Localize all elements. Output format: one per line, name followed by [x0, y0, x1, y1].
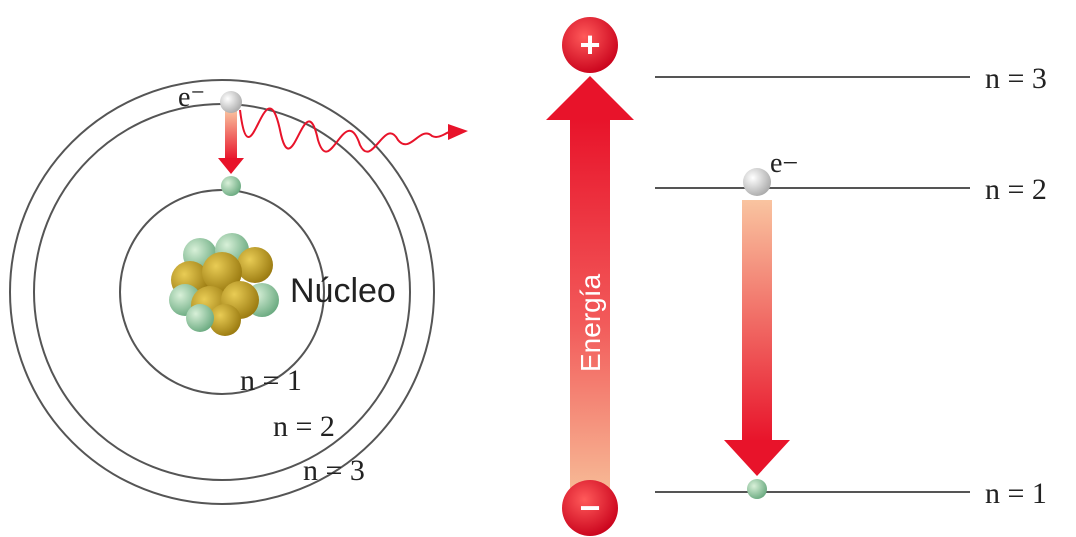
level-label: n = 1: [985, 477, 1047, 510]
nucleus-label: Núcleo: [290, 272, 396, 310]
orbit-label: n = 3: [303, 454, 365, 487]
orbit-label: n = 1: [240, 364, 302, 397]
electron-final: [221, 176, 241, 196]
photon-wave: [240, 108, 452, 151]
electron: [743, 168, 771, 196]
electron-final: [747, 479, 767, 499]
electron-label: e−: [770, 148, 798, 179]
page: {"atom": {"electron_label": "e⁻", "nucle…: [0, 0, 1076, 537]
energy-levels: [655, 77, 970, 492]
transition-arrow: [225, 110, 237, 160]
photon-arrowhead: [448, 124, 468, 140]
level-label: n = 2: [985, 173, 1047, 206]
diagram: e⁻ Núcleo n = 1 n = 2 n = 3 Energía + − …: [0, 0, 1076, 537]
minus-sign: −: [579, 487, 600, 528]
transition-arrowhead: [218, 158, 244, 174]
orbit-label: n = 2: [273, 410, 335, 443]
energy-arrowhead: [546, 76, 634, 120]
electron-label: e⁻: [178, 82, 205, 113]
plus-sign: +: [579, 24, 600, 65]
emission-arrow: [742, 200, 772, 442]
electron: [220, 91, 242, 113]
nucleus: [169, 233, 279, 336]
level-label: n = 3: [985, 62, 1047, 95]
energy-label: Energía: [575, 274, 606, 372]
emission-arrowhead: [724, 440, 790, 476]
